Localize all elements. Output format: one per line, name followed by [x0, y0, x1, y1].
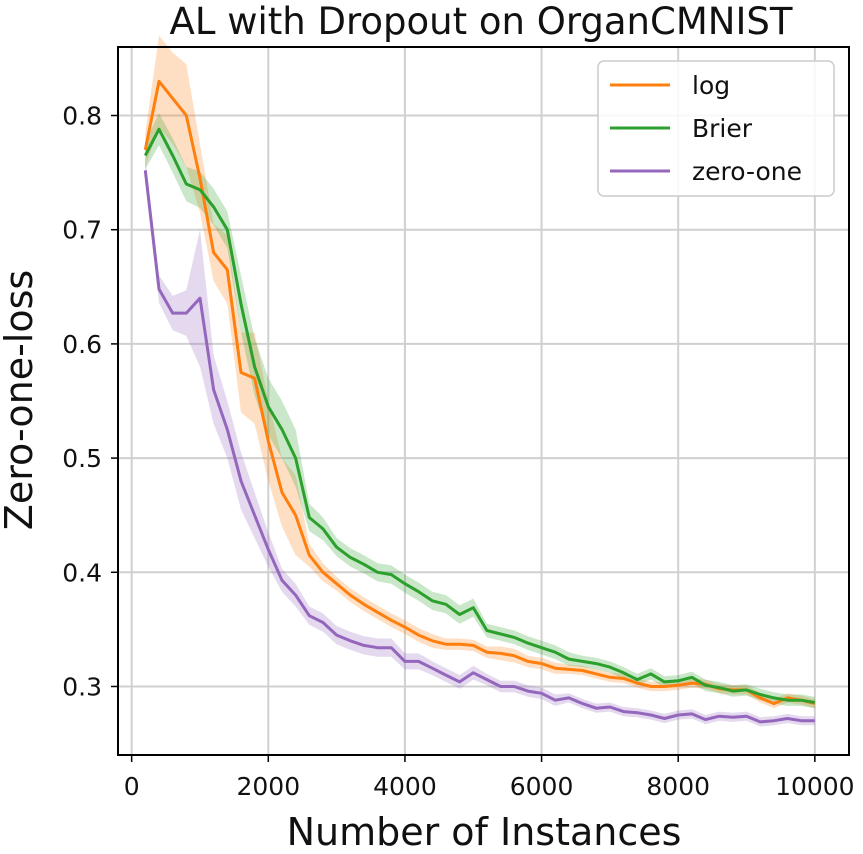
- y-axis-ticks: 0.3 0.4 0.5 0.6 0.7 0.8: [62, 102, 118, 701]
- legend-label-log: log: [692, 71, 730, 100]
- y-tick-label: 0.3: [62, 672, 102, 701]
- band-Brier: [145, 113, 815, 709]
- band-zero-one: [145, 158, 815, 727]
- y-tick-label: 0.4: [62, 558, 102, 587]
- x-tick-label: 10000: [775, 772, 855, 801]
- y-tick-label: 0.7: [62, 216, 102, 245]
- x-tick-label: 8000: [646, 772, 710, 801]
- y-tick-label: 0.6: [62, 330, 102, 359]
- line-zero-one: [143, 170, 815, 724]
- plot-frame: [117, 46, 850, 756]
- x-tick-label: 6000: [510, 772, 574, 801]
- legend-label-Brier: Brier: [692, 114, 753, 143]
- y-tick-label: 0.8: [62, 102, 102, 131]
- x-axis-label: Number of Instances: [287, 810, 682, 854]
- x-axis-ticks: 0 2000 4000 6000 8000 10000: [124, 755, 855, 801]
- series-lines: [143, 79, 816, 724]
- confidence-bands: [145, 35, 815, 727]
- y-tick-label: 0.5: [62, 444, 102, 473]
- legend-label-zero-one: zero-one: [692, 157, 802, 186]
- x-tick-label: 4000: [373, 772, 437, 801]
- line-Brier: [143, 127, 816, 704]
- legend: log Brier zero-one: [597, 60, 835, 197]
- chart-title: AL with Dropout on OrganCMNIST: [170, 0, 793, 43]
- y-axis-label: Zero-one-loss: [0, 270, 41, 530]
- legend-box: [597, 60, 835, 197]
- x-tick-label: 2000: [236, 772, 300, 801]
- x-tick-label: 0: [124, 772, 140, 801]
